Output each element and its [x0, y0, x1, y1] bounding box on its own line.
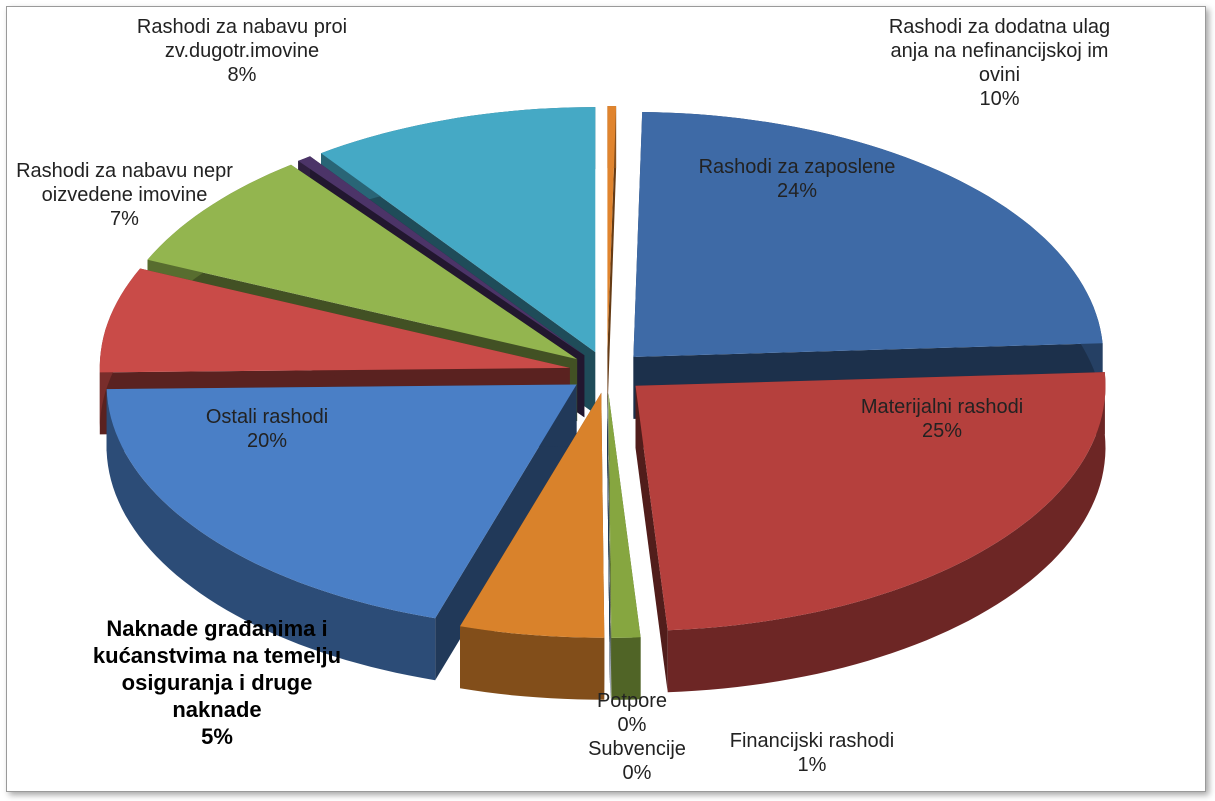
- slice-side-face: [635, 385, 668, 693]
- slice-name: Rashodi za nabavu neproizvedene imovine: [16, 160, 233, 206]
- slice-name: Potpore: [596, 690, 668, 712]
- slice-percent: 24%: [776, 180, 818, 202]
- chart: [99, 106, 1106, 700]
- slice: [106, 384, 577, 619]
- pie-tops: [99, 106, 1106, 638]
- data-label: Financijski rashodi 1%: [697, 729, 927, 777]
- slice: [298, 156, 585, 356]
- slice: [99, 268, 570, 373]
- slice: [147, 164, 578, 360]
- slice-side-face: [607, 392, 611, 700]
- slice-percent: 0%: [617, 714, 647, 736]
- slice: [607, 106, 617, 352]
- slice-percent: 5%: [201, 724, 233, 749]
- data-label: Rashodi za nabavu proizv.dugotr.imovine 8…: [132, 15, 352, 87]
- slice-side: [607, 392, 611, 700]
- slice: [460, 392, 605, 638]
- slice: [608, 392, 641, 638]
- slice-name: Rashodi za nabavu proizv.dugotr.imovine: [136, 16, 348, 62]
- slice-percent: 8%: [227, 64, 257, 86]
- chart-frame: Rashodi za zaposlene 24% Materijalni rasho…: [6, 6, 1206, 792]
- slice: [635, 372, 1106, 631]
- slice-outer-face: [460, 626, 605, 700]
- slice: [321, 107, 596, 353]
- slice-name: Materijalni rashodi: [860, 396, 1024, 418]
- slice-name: Subvencije: [588, 738, 686, 760]
- slice-percent: 20%: [246, 430, 288, 452]
- slice: [633, 112, 1103, 357]
- data-label: Rashodi za dodatna ulaganja na nefinanci…: [887, 15, 1112, 111]
- slice-name: Rashodi za dodatna ulaganja na nefinanci…: [888, 16, 1111, 86]
- slice-name: Financijski rashodi: [729, 730, 895, 752]
- data-label: Naknade građanima i kućanstvima na temel…: [92, 615, 342, 750]
- data-label: Potpore 0%: [567, 689, 697, 737]
- slice-outer-face: [611, 637, 641, 700]
- data-label: Rashodi za nabavu neproizvedene imovine 7…: [12, 159, 237, 231]
- slice-percent: 25%: [921, 420, 963, 442]
- slice-name: Rashodi za zaposlene: [698, 156, 896, 178]
- slice-side-face: [435, 384, 577, 681]
- slice-percent: 1%: [797, 754, 827, 776]
- data-label: Materijalni rashodi 25%: [807, 395, 1077, 443]
- data-label: Subvencije 0%: [567, 737, 707, 785]
- slice-outer-face: [667, 372, 1106, 693]
- slice-percent: 0%: [622, 762, 652, 784]
- slice-percent: 10%: [979, 88, 1020, 110]
- slice-outer-face: [106, 389, 436, 681]
- slice-side-face: [608, 392, 612, 700]
- slice-percent: 7%: [110, 208, 139, 230]
- data-label: Ostali rashodi 20%: [157, 405, 377, 453]
- slice-side-face: [607, 106, 617, 414]
- data-label: Rashodi za zaposlene 24%: [692, 155, 902, 203]
- slice-name: Ostali rashodi: [205, 406, 329, 428]
- slice-name: Naknade građanima i kućanstvima na temel…: [92, 616, 342, 722]
